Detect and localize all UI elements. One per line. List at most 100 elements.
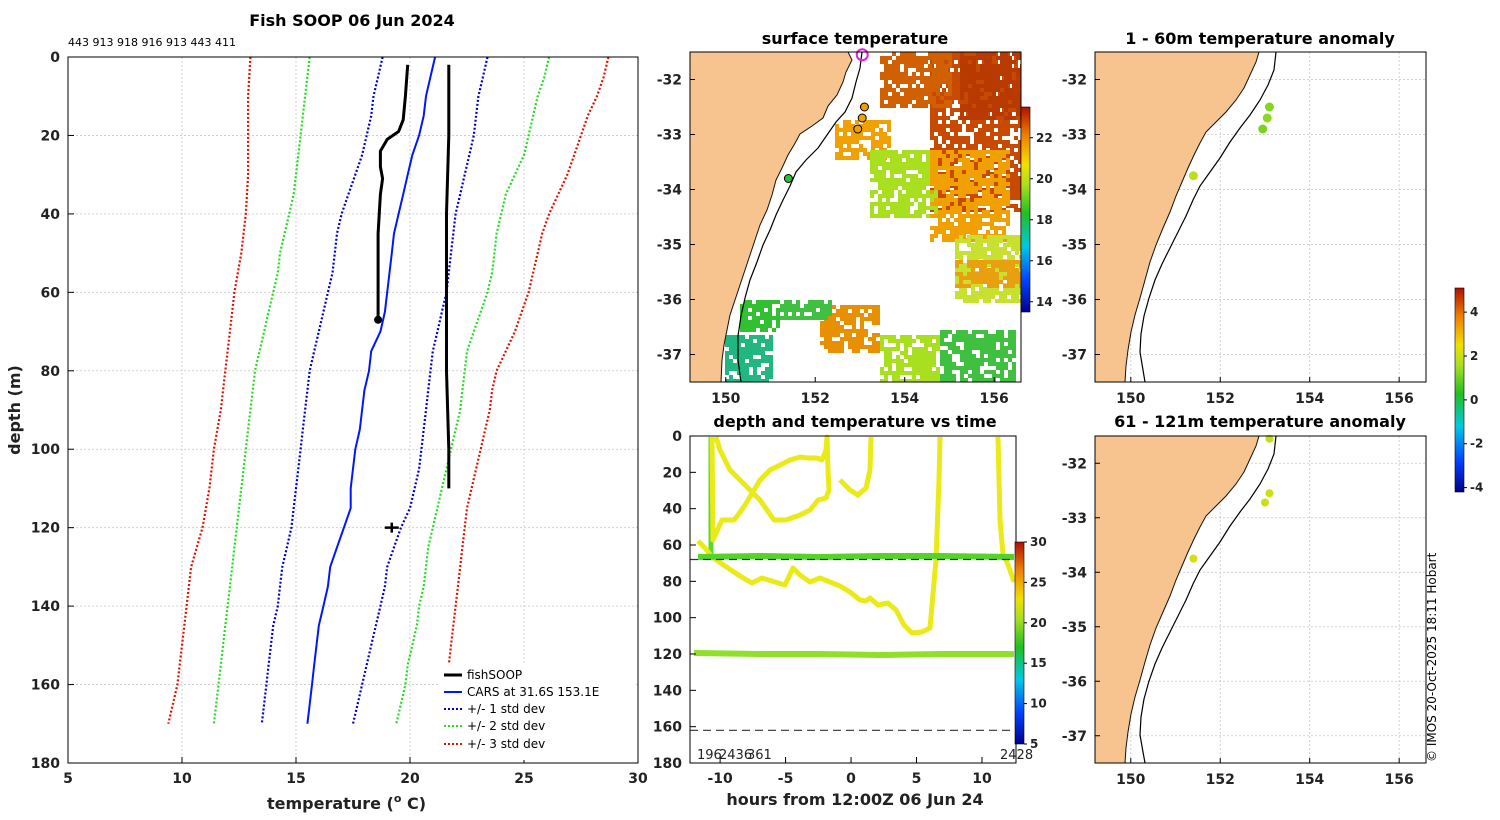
- sst-pixel: [987, 299, 991, 303]
- sst-pixel: [1006, 194, 1010, 198]
- sst-pixel: [741, 351, 745, 355]
- sst-pixel: [934, 214, 938, 218]
- sst-pixel: [882, 194, 886, 198]
- profile-ytick-label: 100: [31, 442, 60, 458]
- sst-pixel: [946, 162, 950, 166]
- sst-pixel: [960, 370, 964, 374]
- sst-pixel: [764, 328, 768, 332]
- depth-time-ytick-label: 0: [672, 429, 682, 445]
- sst-pixel: [863, 128, 867, 132]
- sst-pixel: [934, 230, 938, 234]
- sst-pixel: [958, 210, 962, 214]
- sst-pixel: [896, 84, 900, 88]
- sst-pixel: [872, 313, 876, 317]
- sst-pixel: [954, 76, 958, 80]
- sst-pixel: [936, 347, 940, 351]
- sst-pixel: [752, 324, 756, 328]
- sst-pixel: [978, 140, 982, 144]
- sst-pixel: [980, 100, 984, 104]
- sst-pixel: [1000, 330, 1004, 334]
- sst-pixel: [784, 312, 788, 316]
- sst-pixel: [924, 104, 928, 108]
- sst-pixel: [812, 312, 816, 316]
- sst-pixel: [967, 255, 971, 259]
- sst-pixel: [950, 124, 954, 128]
- sst-pixel: [1016, 52, 1020, 56]
- sst-pixel: [932, 355, 936, 359]
- sst-pixel: [930, 150, 934, 154]
- sst-pixel: [926, 162, 930, 166]
- sst-pixel: [944, 366, 948, 370]
- sst-pixel: [1014, 136, 1018, 140]
- sst-pixel: [995, 255, 999, 259]
- sst-pixel: [840, 325, 844, 329]
- sst-pixel: [959, 263, 963, 267]
- sst-pixel: [1010, 172, 1014, 176]
- sst-pixel: [934, 234, 938, 238]
- sst-pixel: [972, 358, 976, 362]
- sst-pixel: [955, 264, 959, 268]
- sst-pixel: [904, 76, 908, 80]
- sst-pixel: [1012, 84, 1016, 88]
- sst-pixel: [749, 347, 753, 351]
- sst-pixel: [994, 150, 998, 154]
- sst-pixel: [922, 186, 926, 190]
- sst-pixel: [998, 178, 1002, 182]
- sst-pixel: [1008, 354, 1012, 358]
- sst-pixel: [874, 154, 878, 158]
- sst-pixel: [920, 367, 924, 371]
- sst-pixel: [745, 363, 749, 367]
- sst-pixel: [990, 150, 994, 154]
- sst-pixel: [964, 72, 968, 76]
- map-ytick-label: -34: [1062, 565, 1088, 581]
- sst-pixel: [896, 343, 900, 347]
- sst-pixel: [932, 68, 936, 72]
- sst-pixel: [946, 238, 950, 242]
- sst-pixel: [970, 226, 974, 230]
- sst-pixel: [883, 132, 887, 136]
- sst-pixel: [1016, 100, 1020, 104]
- sst-pixel: [904, 68, 908, 72]
- sst-pixel: [856, 337, 860, 341]
- sst-pixel: [979, 264, 983, 268]
- sst-pixel: [870, 194, 874, 198]
- map-ytick-label: -34: [657, 183, 683, 199]
- sst-pixel: [820, 312, 824, 316]
- sst-pixel: [971, 299, 975, 303]
- sst-pixel: [844, 309, 848, 313]
- sst-pixel: [976, 330, 980, 334]
- sst-pixel: [888, 359, 892, 363]
- sst-pixel: [996, 68, 1000, 72]
- sst-pixel: [1015, 272, 1019, 276]
- sst-pixel: [975, 243, 979, 247]
- sst-pixel: [992, 108, 996, 112]
- sst-pixel: [928, 76, 932, 80]
- sst-pixel: [882, 150, 886, 154]
- sst-pixel: [924, 335, 928, 339]
- sst-pixel: [896, 68, 900, 72]
- sst-pixel: [952, 338, 956, 342]
- sst-pixel: [932, 363, 936, 367]
- sst-pixel: [741, 375, 745, 379]
- sst-pixel: [1002, 124, 1006, 128]
- sst-pixel: [967, 235, 971, 239]
- sst-pixel: [970, 202, 974, 206]
- depth-time-ytick-label: 40: [663, 502, 683, 518]
- sst-pixel: [888, 335, 892, 339]
- sst-pixel: [1006, 132, 1010, 136]
- sst-pixel: [980, 358, 984, 362]
- sst-pixel: [1019, 239, 1021, 243]
- sst-pixel: [1010, 184, 1014, 188]
- sst-pixel: [984, 334, 988, 338]
- sst-pixel: [900, 52, 904, 56]
- sst-pixel: [741, 363, 745, 367]
- sst-pixel: [892, 375, 896, 379]
- sst-pixel: [753, 343, 757, 347]
- sst-pixel: [974, 186, 978, 190]
- sst-pixel: [768, 300, 772, 304]
- sst-pixel: [991, 276, 995, 280]
- sst-pixel: [908, 64, 912, 68]
- sst-pixel: [870, 154, 874, 158]
- sst-pixel: [892, 76, 896, 80]
- depth-time-tracks: [693, 434, 1017, 659]
